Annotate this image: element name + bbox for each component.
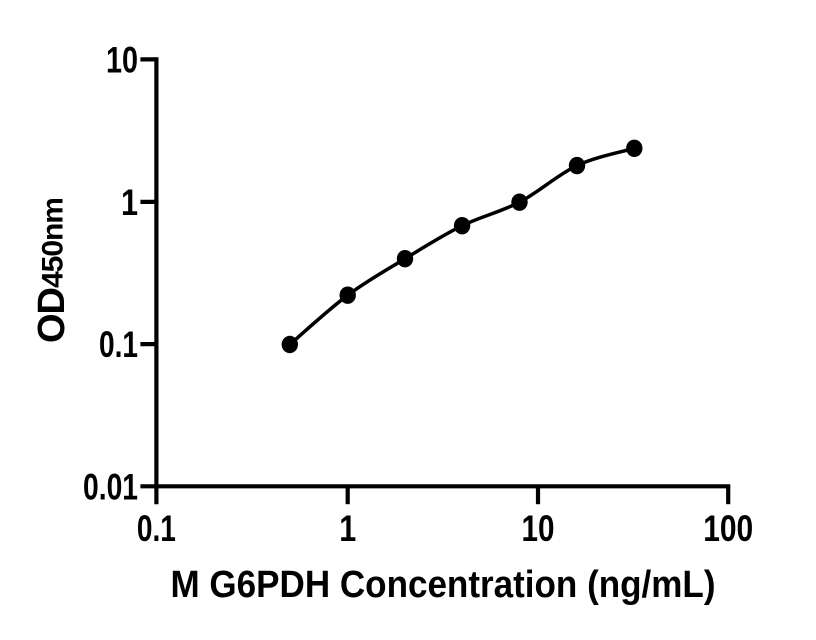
svg-text:0.1: 0.1 xyxy=(137,508,176,549)
svg-text:100: 100 xyxy=(703,508,753,549)
svg-text:10: 10 xyxy=(522,508,555,549)
svg-text:0.01: 0.01 xyxy=(83,466,138,507)
svg-text:1: 1 xyxy=(121,182,138,223)
svg-text:0.1: 0.1 xyxy=(99,324,138,365)
svg-text:10: 10 xyxy=(106,39,138,80)
svg-text:1: 1 xyxy=(339,508,356,549)
svg-text:M G6PDH Concentration (ng/mL): M G6PDH Concentration (ng/mL) xyxy=(171,564,716,606)
svg-text:OD450nm: OD450nm xyxy=(31,197,73,343)
